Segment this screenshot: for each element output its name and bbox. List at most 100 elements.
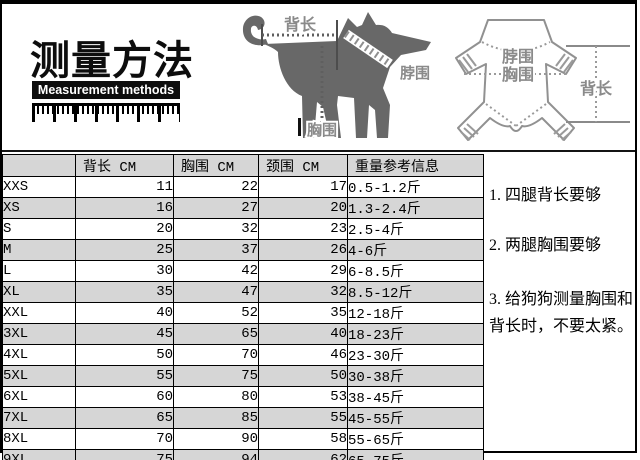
size-table: 背长 CM 胸围 CM 颈围 CM 重量参考信息 XXS 11 22 17 0.… xyxy=(2,154,484,460)
size-table-row: 5XL 55 75 50 30-38斤 xyxy=(2,365,484,387)
cell-chest: 85 xyxy=(173,407,259,429)
cell-size: 8XL xyxy=(2,428,76,450)
cell-size: S xyxy=(2,218,76,240)
cell-size: L xyxy=(2,260,76,282)
cell-back: 55 xyxy=(75,365,174,387)
cell-weight: 0.5-1.2斤 xyxy=(347,176,484,198)
cell-neck: 58 xyxy=(258,428,348,450)
size-table-row: 4XL 50 70 46 23-30斤 xyxy=(2,344,484,366)
cell-weight: 65-75斤 xyxy=(347,449,484,460)
cell-back: 45 xyxy=(75,323,174,345)
note-2: 2. 两腿胸围要够 xyxy=(489,237,602,254)
cell-neck: 23 xyxy=(258,218,348,240)
cell-neck: 35 xyxy=(258,302,348,324)
cell-chest: 22 xyxy=(173,176,259,198)
cell-neck: 50 xyxy=(258,365,348,387)
cell-chest: 94 xyxy=(173,449,259,460)
dog-collar-band xyxy=(343,29,393,69)
size-table-row: 6XL 60 80 53 38-45斤 xyxy=(2,386,484,408)
cell-chest: 47 xyxy=(173,281,259,303)
ruler-icon xyxy=(32,103,180,124)
cell-neck: 40 xyxy=(258,323,348,345)
cell-chest: 52 xyxy=(173,302,259,324)
cell-back: 30 xyxy=(75,260,174,282)
title-cn: 测量方法 xyxy=(30,39,194,83)
cell-neck: 26 xyxy=(258,239,348,261)
cell-weight: 4-6斤 xyxy=(347,239,484,261)
cell-back: 16 xyxy=(75,197,174,219)
cell-chest: 37 xyxy=(173,239,259,261)
garment-neck-label: 脖围 xyxy=(502,47,534,66)
cell-neck: 32 xyxy=(258,281,348,303)
cell-back: 35 xyxy=(75,281,174,303)
cell-back: 11 xyxy=(75,176,174,198)
cell-neck: 29 xyxy=(258,260,348,282)
col-header-chest: 胸围 CM xyxy=(173,154,259,177)
garment-cuff-hatches xyxy=(458,53,574,141)
garment-back-label: 背长 xyxy=(580,79,613,98)
size-table-row: S 20 32 23 2.5-4斤 xyxy=(2,218,484,240)
size-table-row: XL 35 47 32 8.5-12斤 xyxy=(2,281,484,303)
cell-back: 70 xyxy=(75,428,174,450)
cell-neck: 17 xyxy=(258,176,348,198)
cell-back: 65 xyxy=(75,407,174,429)
garment-chest-label: 胸围 xyxy=(502,65,534,84)
cell-neck: 62 xyxy=(258,449,348,460)
cell-weight: 2.5-4斤 xyxy=(347,218,484,240)
cell-back: 25 xyxy=(75,239,174,261)
cell-chest: 75 xyxy=(173,365,259,387)
size-table-row: 8XL 70 90 58 55-65斤 xyxy=(2,428,484,450)
dog-neck-label: 脖围 xyxy=(400,64,430,82)
cell-neck: 20 xyxy=(258,197,348,219)
size-table-row: XXL 40 52 35 12-18斤 xyxy=(2,302,484,324)
size-table-row: L 30 42 29 6-8.5斤 xyxy=(2,260,484,282)
cell-neck: 55 xyxy=(258,407,348,429)
cell-weight: 6-8.5斤 xyxy=(347,260,484,282)
cell-chest: 27 xyxy=(173,197,259,219)
size-table-row: 3XL 45 65 40 18-23斤 xyxy=(2,323,484,345)
cell-size: XS xyxy=(2,197,76,219)
cell-size: 4XL xyxy=(2,344,76,366)
cell-weight: 30-38斤 xyxy=(347,365,484,387)
dog-chest-label: 胸围 xyxy=(307,121,337,139)
size-table-row: 9XL 75 94 62 65-75斤 xyxy=(2,449,484,460)
title-en: Measurement methods xyxy=(37,83,175,97)
measurement-methods-section: 测量方法 Measurement methods xyxy=(2,4,635,152)
cell-size: XXL xyxy=(2,302,76,324)
cell-size: 5XL xyxy=(2,365,76,387)
size-table-row: M 25 37 26 4-6斤 xyxy=(2,239,484,261)
dog-back-label: 背长 xyxy=(284,15,317,34)
size-table-row: XXS 11 22 17 0.5-1.2斤 xyxy=(2,176,484,198)
size-table-header-row: 背长 CM 胸围 CM 颈围 CM 重量参考信息 xyxy=(2,154,484,177)
cell-size: XL xyxy=(2,281,76,303)
col-header-neck: 颈围 CM xyxy=(258,154,348,177)
cell-size: 7XL xyxy=(2,407,76,429)
cell-chest: 42 xyxy=(173,260,259,282)
size-table-row: 7XL 65 85 55 45-55斤 xyxy=(2,407,484,429)
note-1: 1. 四腿背长要够 xyxy=(489,187,602,204)
garment-dotted-lines xyxy=(464,41,568,127)
cell-back: 50 xyxy=(75,344,174,366)
cell-weight: 12-18斤 xyxy=(347,302,484,324)
cell-weight: 8.5-12斤 xyxy=(347,281,484,303)
cell-size: 6XL xyxy=(2,386,76,408)
cell-size: XXS xyxy=(2,176,76,198)
cell-weight: 55-65斤 xyxy=(347,428,484,450)
dog-tail xyxy=(242,15,268,46)
cell-neck: 53 xyxy=(258,386,348,408)
cell-back: 75 xyxy=(75,449,174,460)
dog-silhouette xyxy=(264,12,431,138)
col-header-size xyxy=(2,154,76,177)
cell-chest: 90 xyxy=(173,428,259,450)
dog-measurement-diagram: 背长 脖围 胸围 xyxy=(242,12,432,141)
cell-back: 20 xyxy=(75,218,174,240)
garment-measurement-diagram: 脖围 胸围 背长 xyxy=(455,19,630,141)
col-header-back: 背长 CM xyxy=(75,154,174,177)
cell-chest: 80 xyxy=(173,386,259,408)
cell-size: 3XL xyxy=(2,323,76,345)
cell-back: 40 xyxy=(75,302,174,324)
cell-chest: 70 xyxy=(173,344,259,366)
cell-size: 9XL xyxy=(2,449,76,460)
cell-size: M xyxy=(2,239,76,261)
